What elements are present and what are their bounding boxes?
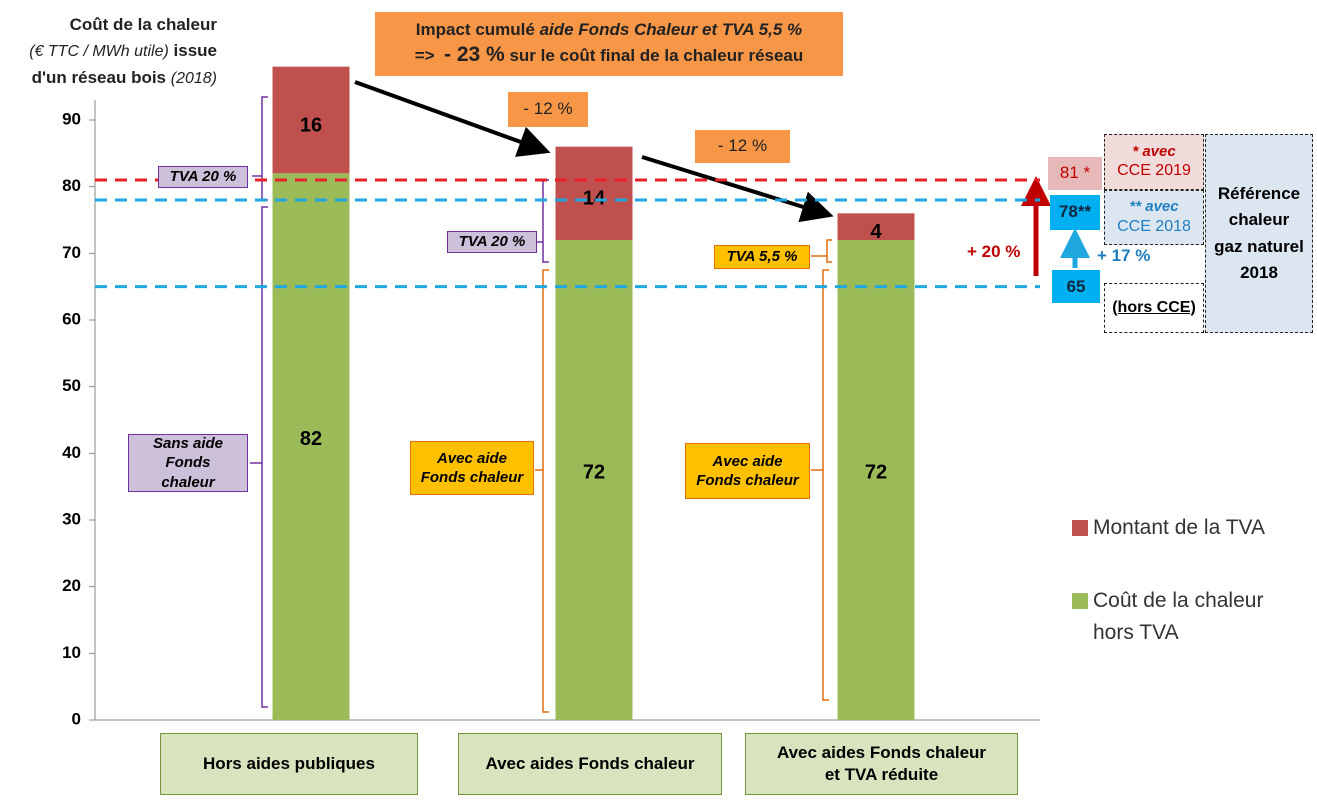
aid-label: Sans aide Fonds chaleur [128, 434, 248, 492]
impact-text: Impact cumulé [415, 20, 540, 40]
arrow [641, 155, 834, 223]
y-tick-label: 60 [62, 309, 81, 328]
bracket [250, 206, 268, 708]
legend-label: Montant de la TVA [1093, 516, 1265, 539]
ref-text: * avec [1132, 142, 1176, 160]
y-tick-label: 90 [62, 109, 81, 128]
bracket [535, 269, 549, 713]
data-label: 72 [583, 461, 605, 483]
legend-swatch [1072, 520, 1088, 536]
bar-segment [555, 240, 633, 720]
reference-value: 65 [1052, 270, 1100, 304]
reference-title: Référence chaleur gaz naturel 2018 [1205, 134, 1313, 333]
aid-label: Avec aide Fonds chaleur [685, 443, 810, 499]
data-label: 4 [870, 221, 882, 243]
increase-label: + 17 % [1097, 246, 1151, 265]
brackets [250, 96, 832, 713]
category-label: Avec aides Fonds chaleur et TVA réduite [745, 733, 1018, 795]
bracket [811, 269, 829, 701]
impact-text: sur le coût final de la chaleur réseau [504, 46, 804, 66]
y-tick-label: 20 [62, 576, 81, 595]
chart-title: Coût de la chaleur (€ TTC / MWh utile) is… [5, 12, 217, 92]
impact-text: aide Fonds Chaleur et TVA 5,5 % [539, 20, 803, 40]
title-line: (€ TTC / MWh utile) issue [5, 38, 217, 65]
bar-segment [272, 173, 350, 721]
bar-segment [837, 240, 915, 720]
impact-text: => [414, 46, 445, 66]
data-label: 16 [300, 114, 322, 136]
impact-line: Impact cumulé aide Fonds Chaleur et TVA … [416, 19, 802, 41]
cce2019-box: * avec CCE 2019 [1104, 134, 1204, 190]
y-tick-label: 40 [62, 443, 81, 462]
title-part: d'un réseau bois [31, 68, 171, 87]
ref-text: CCE 2019 [1117, 162, 1191, 180]
reduction-box: - 12 % [508, 92, 588, 127]
y-tick-label: 30 [62, 509, 81, 528]
bar-segment [837, 213, 915, 240]
ref-text: CCE 2018 [1117, 217, 1191, 235]
title-part: Coût de la chaleur [69, 15, 217, 34]
impact-line: => - 23 % sur le coût final de la chaleu… [415, 41, 804, 68]
title-part: (2018) [170, 70, 217, 87]
impact-text: - 23 % [444, 43, 505, 67]
bracket [811, 239, 832, 263]
bracket [537, 179, 549, 263]
y-tick-label: 50 [62, 376, 81, 395]
increase-label: + 20 % [967, 242, 1021, 261]
bracket [252, 96, 268, 201]
tva-label: TVA 20 % [447, 231, 537, 253]
y-tick-label: 80 [62, 176, 81, 195]
ref-text: ** avec [1129, 198, 1179, 216]
cce2018-box: ** avec CCE 2018 [1104, 190, 1204, 245]
reference-value: 78** [1050, 194, 1100, 230]
aid-label: Avec aide Fonds chaleur [410, 441, 534, 495]
title-line: d'un réseau bois (2018) [5, 65, 217, 92]
y-tick-label: 10 [62, 643, 81, 662]
y-tick-label: 70 [62, 243, 81, 262]
reduction-box: - 12 % [695, 130, 790, 163]
bar-segment [555, 146, 633, 240]
title-part: (€ TTC / MWh utile) [29, 43, 169, 60]
reference-value: 81 * [1048, 156, 1102, 190]
y-tick-label: 0 [72, 709, 81, 728]
data-label: 82 [300, 428, 322, 450]
title-line: Coût de la chaleur [5, 12, 217, 38]
title-part: issue [168, 41, 217, 60]
legend-swatch [1072, 593, 1088, 609]
category-label: Hors aides publiques [160, 733, 418, 795]
bar-segment [272, 66, 350, 174]
category-label: Avec aides Fonds chaleur [458, 733, 722, 795]
legend-label: Coût de la chaleur hors TVA [1093, 589, 1264, 644]
tva-label: TVA 5,5 % [714, 245, 810, 269]
hors-cce-box: (hors CCE) [1104, 283, 1204, 333]
arrow [354, 80, 551, 157]
impact-box: Impact cumulé aide Fonds Chaleur et TVA … [375, 12, 843, 76]
data-label: 72 [865, 461, 887, 483]
tva-label: TVA 20 % [158, 166, 248, 188]
data-label: 14 [583, 188, 606, 210]
